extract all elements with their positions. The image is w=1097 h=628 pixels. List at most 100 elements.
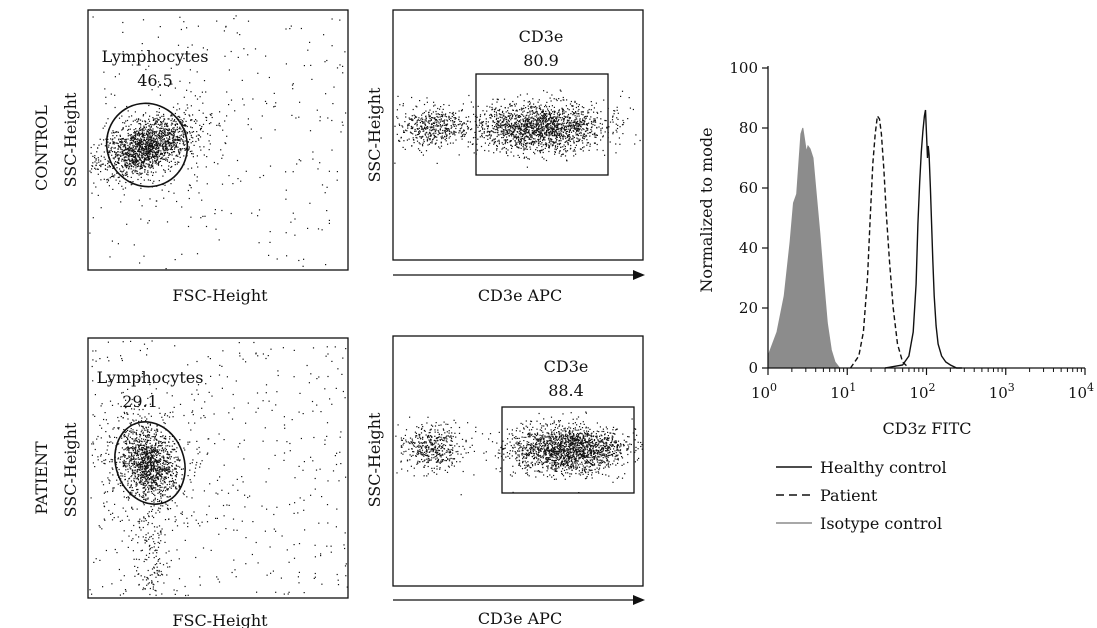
event-dot	[573, 136, 575, 139]
event-dot	[273, 106, 275, 108]
event-dot	[503, 123, 505, 126]
event-dot	[93, 182, 95, 184]
event-dot	[183, 141, 185, 143]
event-dot	[187, 107, 189, 109]
event-dot	[167, 461, 169, 463]
event-dot	[545, 125, 547, 127]
event-dot	[501, 137, 503, 139]
event-dot	[192, 114, 194, 116]
event-dot	[174, 449, 176, 451]
event-dot	[429, 129, 431, 131]
event-dot	[565, 122, 568, 125]
event-dot	[200, 217, 202, 219]
event-dot	[427, 133, 429, 135]
event-dot	[560, 127, 562, 130]
event-dot	[622, 119, 624, 122]
event-dot	[152, 128, 154, 130]
event-dot	[190, 481, 192, 483]
event-dot	[134, 452, 136, 454]
event-dot	[422, 122, 424, 124]
event-dot	[164, 149, 166, 151]
event-dot	[132, 140, 134, 142]
event-dot	[328, 170, 330, 172]
event-dot	[152, 163, 154, 165]
event-dot	[174, 139, 176, 141]
event-dot	[450, 120, 452, 122]
event-dot	[539, 119, 541, 121]
event-dot	[590, 109, 592, 111]
event-dot	[133, 454, 135, 456]
event-dot	[163, 467, 165, 469]
event-dot	[150, 450, 152, 452]
event-dot	[520, 136, 522, 138]
event-dot	[455, 127, 457, 130]
event-dot	[138, 441, 140, 443]
event-dot	[530, 133, 532, 136]
event-dot	[136, 154, 138, 156]
event-dot	[114, 164, 116, 166]
event-dot	[515, 135, 517, 137]
event-dot	[428, 135, 430, 137]
event-dot	[514, 122, 516, 124]
event-dot	[550, 109, 552, 111]
event-dot	[543, 119, 545, 121]
event-dot	[159, 469, 161, 471]
event-dot	[528, 137, 530, 139]
event-dot	[460, 121, 462, 123]
event-dot	[164, 140, 166, 142]
event-dot	[196, 155, 198, 157]
event-dot	[191, 150, 193, 152]
event-dot	[502, 125, 504, 127]
event-dot	[230, 50, 232, 53]
event-dot	[168, 190, 170, 193]
event-dot	[550, 140, 553, 142]
event-dot	[142, 129, 144, 131]
event-dot	[97, 194, 99, 196]
event-dot	[522, 111, 524, 113]
event-dot	[203, 80, 206, 82]
event-dot	[538, 128, 541, 130]
event-dot	[505, 111, 507, 113]
event-dot	[550, 119, 552, 121]
event-dot	[569, 148, 571, 150]
event-dot	[145, 467, 147, 469]
event-dot	[147, 170, 149, 172]
event-dot	[177, 149, 179, 151]
event-dot	[518, 115, 520, 117]
event-dot	[136, 471, 138, 473]
event-dot	[161, 134, 163, 136]
event-dot	[115, 153, 117, 155]
event-dot	[126, 156, 128, 158]
event-dot	[575, 123, 577, 125]
event-dot	[151, 461, 153, 463]
event-dot	[523, 126, 525, 128]
event-dot	[124, 160, 126, 162]
event-dot	[502, 134, 505, 136]
event-dot	[139, 262, 141, 264]
event-dot	[441, 137, 443, 139]
event-dot	[135, 432, 137, 434]
event-dot	[225, 26, 227, 28]
event-dot	[504, 129, 506, 131]
event-dot	[553, 133, 556, 136]
event-dot	[146, 129, 148, 131]
event-dot	[177, 103, 179, 105]
event-dot	[149, 136, 151, 139]
event-dot	[621, 124, 624, 126]
event-dot	[157, 461, 159, 464]
event-dot	[150, 464, 152, 466]
event-dot	[138, 449, 140, 451]
event-dot	[140, 149, 142, 151]
event-dot	[149, 141, 151, 143]
event-dot	[128, 116, 130, 118]
event-dot	[192, 131, 195, 133]
event-dot	[422, 112, 424, 115]
event-dot	[175, 486, 177, 488]
event-dot	[123, 463, 125, 465]
event-dot	[119, 134, 121, 136]
event-dot	[424, 133, 426, 135]
event-dot	[139, 145, 141, 147]
event-dot	[579, 138, 581, 140]
event-dot	[576, 127, 578, 129]
event-dot	[422, 142, 424, 144]
